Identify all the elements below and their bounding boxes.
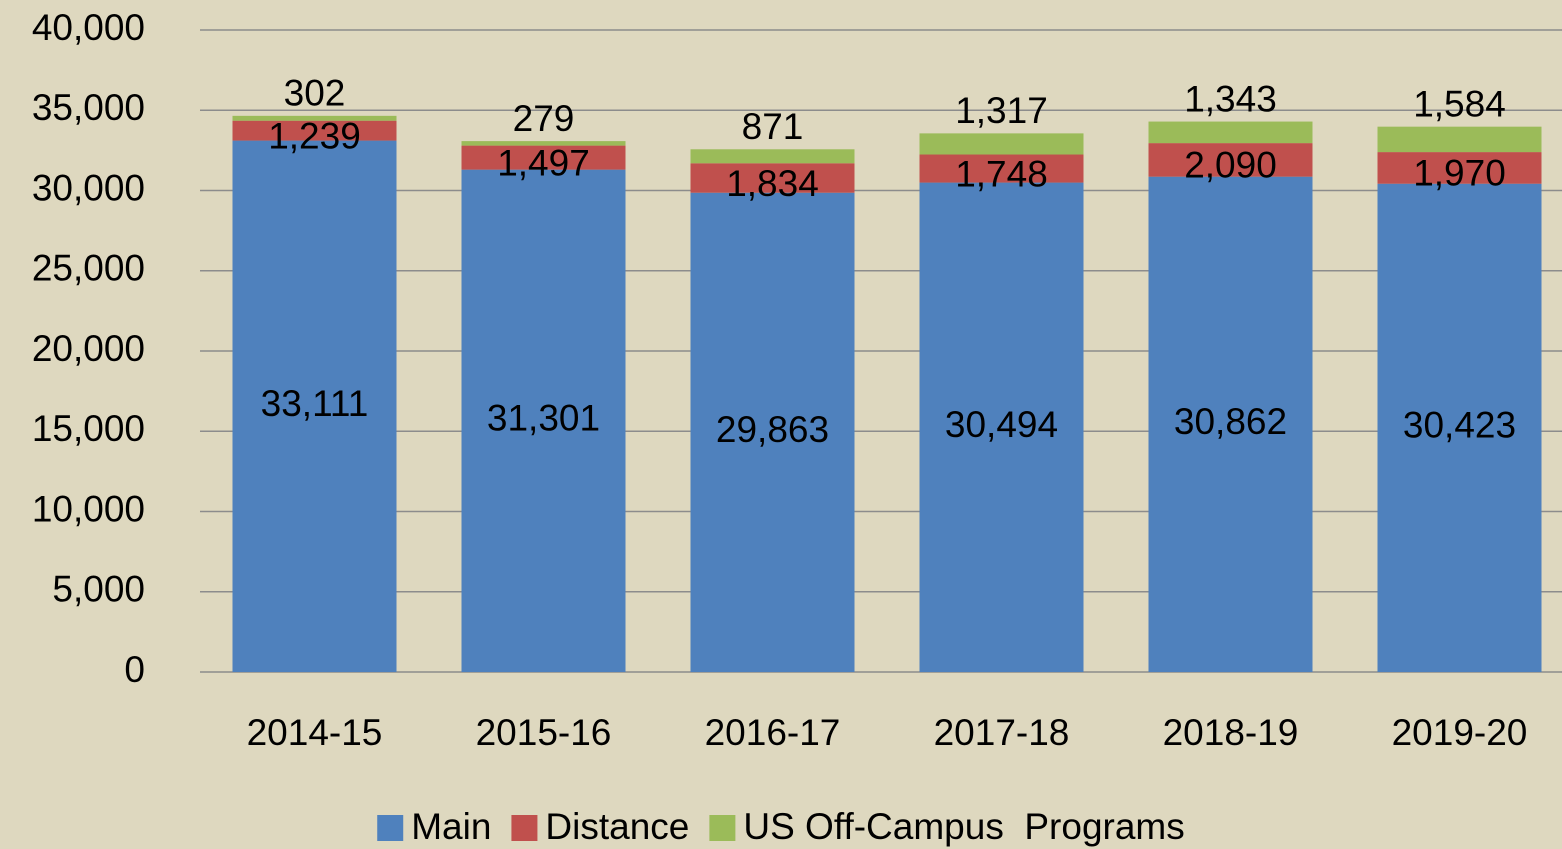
y-tick-label: 35,000	[32, 87, 145, 128]
data-label: 30,862	[1174, 401, 1287, 442]
bar-segment	[232, 115, 397, 121]
data-label: 302	[284, 73, 346, 114]
x-tick-label: 2019-20	[1392, 712, 1528, 753]
bar-segment	[1148, 143, 1313, 177]
bar-segment	[1148, 176, 1313, 672]
legend-label: Distance	[545, 806, 689, 847]
legend-label: US Off-Campus Programs	[743, 806, 1184, 847]
data-label: 871	[742, 106, 804, 147]
bar-segment	[690, 149, 855, 164]
data-label: 1,239	[268, 115, 361, 156]
y-tick-label: 0	[124, 649, 145, 690]
bar-segment	[690, 192, 855, 672]
data-label: 1,748	[955, 153, 1048, 194]
bar-segment	[461, 141, 626, 146]
legend-label: Main	[411, 806, 491, 847]
bar-segment	[232, 120, 397, 141]
y-tick-label: 20,000	[32, 328, 145, 369]
data-label: 1,343	[1184, 78, 1277, 119]
legend-swatch	[709, 815, 736, 841]
bar-segment	[919, 133, 1084, 155]
bar-segment	[690, 163, 855, 193]
data-label: 29,863	[716, 409, 829, 450]
y-tick-label: 15,000	[32, 408, 145, 449]
data-label: 33,111	[261, 383, 369, 424]
data-label: 30,494	[945, 404, 1058, 445]
data-label: 1,970	[1413, 153, 1506, 194]
y-tick-label: 5,000	[52, 569, 145, 610]
data-label: 1,317	[955, 90, 1048, 131]
data-label: 279	[513, 98, 575, 139]
data-label: 1,584	[1413, 83, 1506, 124]
y-tick-label: 30,000	[32, 167, 145, 208]
y-tick-label: 10,000	[32, 488, 145, 529]
bar-segment	[1377, 183, 1542, 672]
legend-swatch	[377, 815, 404, 841]
bar-segment	[1148, 121, 1313, 144]
bar-segment	[461, 169, 626, 672]
y-tick-label: 25,000	[32, 248, 145, 289]
bar-segment	[919, 154, 1084, 183]
data-label: 30,423	[1403, 405, 1516, 446]
bar-segment	[232, 140, 397, 672]
x-tick-label: 2014-15	[247, 712, 383, 753]
legend-swatch	[511, 815, 538, 841]
data-label: 1,497	[497, 142, 590, 183]
x-tick-label: 2015-16	[476, 712, 612, 753]
x-tick-label: 2017-18	[934, 712, 1070, 753]
bar-segment	[919, 182, 1084, 673]
data-label: 2,090	[1184, 145, 1277, 186]
y-tick-label: 40,000	[32, 7, 145, 48]
bar-segment	[461, 145, 626, 170]
bar-segment	[1377, 126, 1542, 153]
x-tick-label: 2018-19	[1163, 712, 1299, 753]
bar-segment	[1377, 152, 1542, 184]
data-label: 1,834	[726, 163, 819, 204]
data-label: 31,301	[487, 398, 600, 439]
x-tick-label: 2016-17	[705, 712, 841, 753]
